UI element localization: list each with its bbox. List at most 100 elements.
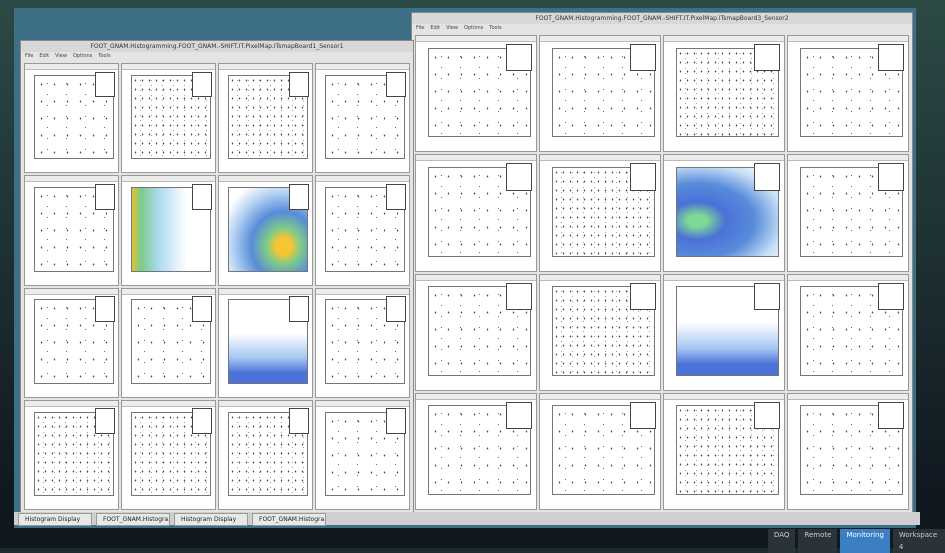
panel-header	[25, 289, 118, 295]
stats-box	[630, 44, 656, 71]
histogram-panel	[663, 154, 785, 271]
histogram-panel	[539, 35, 661, 152]
panel-header	[788, 36, 908, 42]
panel-header	[664, 36, 784, 42]
stats-box	[878, 44, 904, 71]
task-button[interactable]: Histogram Display	[18, 513, 92, 526]
menu-item[interactable]: Options	[73, 53, 92, 59]
panel-header	[122, 289, 215, 295]
histogram-panel	[787, 35, 909, 152]
workspace-button[interactable]: Monitoring	[840, 529, 889, 553]
panel-header	[316, 176, 409, 182]
menu-bar: File Edit View Options Tools	[21, 52, 413, 61]
stats-box	[386, 184, 407, 210]
menu-item[interactable]: Edit	[39, 53, 49, 59]
panel-header	[122, 176, 215, 182]
histogram-panel	[24, 175, 119, 285]
panel-header	[788, 394, 908, 400]
workspace-button[interactable]: Workspace 4	[893, 529, 945, 553]
panel-header	[316, 401, 409, 407]
monitor-photo: FOOT_GNAM.Histogramming.FOOT_GNAM.-SHIFT…	[0, 0, 945, 548]
panel-header	[540, 155, 660, 161]
stats-box	[95, 296, 116, 322]
workspace-button[interactable]: DAQ	[768, 529, 795, 553]
stats-box	[386, 296, 407, 322]
task-button[interactable]: FOOT_GNAM.Histogra...	[96, 513, 170, 526]
histogram-panel	[539, 393, 661, 510]
histogram-panel	[315, 288, 410, 398]
menu-item[interactable]: Options	[464, 25, 483, 31]
histogram-panel	[663, 35, 785, 152]
histogram-panel	[787, 154, 909, 271]
menu-item[interactable]: View	[55, 53, 67, 59]
workspace-button[interactable]: Remote	[798, 529, 837, 553]
panel-header	[664, 155, 784, 161]
histogram-panel	[218, 175, 313, 285]
stats-box	[878, 283, 904, 310]
histogram-panel	[121, 288, 216, 398]
stats-box	[506, 283, 532, 310]
stats-box	[754, 283, 780, 310]
panel-header	[540, 36, 660, 42]
panel-header	[25, 176, 118, 182]
histogram-panel	[121, 63, 216, 173]
panel-header	[219, 176, 312, 182]
menu-item[interactable]: Tools	[98, 53, 110, 59]
histogram-panel	[315, 400, 410, 510]
panel-grid	[24, 63, 410, 510]
panel-header	[316, 64, 409, 70]
histogram-panel	[663, 393, 785, 510]
stats-box	[289, 408, 310, 434]
histogram-panel	[24, 63, 119, 173]
stats-box	[878, 163, 904, 190]
stats-box	[192, 184, 213, 210]
panel-header	[122, 64, 215, 70]
stats-box	[386, 408, 407, 434]
panel-header	[219, 64, 312, 70]
panel-grid	[415, 35, 909, 510]
histogram-panel	[415, 35, 537, 152]
stats-box	[289, 184, 310, 210]
histogram-panel	[539, 154, 661, 271]
screen: FOOT_GNAM.Histogramming.FOOT_GNAM.-SHIFT…	[14, 8, 916, 528]
task-button[interactable]: FOOT_GNAM.Histogra...	[252, 513, 326, 526]
menu-item[interactable]: Edit	[430, 25, 440, 31]
page: FOOT_GNAM.Histogramming.FOOT_GNAM.-SHIFT…	[0, 0, 945, 548]
workspace-switcher: DAQ Remote Monitoring Workspace 4	[768, 529, 945, 553]
stats-box	[630, 402, 656, 429]
menu-item[interactable]: File	[416, 25, 424, 31]
panel-header	[416, 36, 536, 42]
stats-box	[754, 402, 780, 429]
panel-header	[219, 289, 312, 295]
histogram-panel	[415, 274, 537, 391]
panel-header	[664, 275, 784, 281]
panel-header	[122, 401, 215, 407]
panel-header	[664, 394, 784, 400]
panel-header	[540, 394, 660, 400]
panel-header	[416, 275, 536, 281]
stats-box	[95, 408, 116, 434]
panel-header	[416, 155, 536, 161]
taskbar: Histogram Display FOOT_GNAM.Histogra... …	[14, 512, 920, 525]
histogram-panel	[121, 400, 216, 510]
panel-header	[25, 64, 118, 70]
stats-box	[192, 408, 213, 434]
panel-header	[788, 275, 908, 281]
task-button[interactable]: Histogram Display	[174, 513, 248, 526]
stats-box	[95, 184, 116, 210]
histogram-panel	[218, 63, 313, 173]
histogram-window: FOOT_GNAM.Histogramming.FOOT_GNAM.-SHIFT…	[20, 40, 414, 514]
panel-header	[25, 401, 118, 407]
stats-box	[754, 163, 780, 190]
panel-header	[788, 155, 908, 161]
menu-item[interactable]: File	[25, 53, 33, 59]
histogram-panel	[121, 175, 216, 285]
stats-box	[630, 163, 656, 190]
stats-box	[289, 296, 310, 322]
histogram-panel	[663, 274, 785, 391]
window-title: FOOT_GNAM.Histogramming.FOOT_GNAM.-SHIFT…	[412, 13, 912, 24]
menu-item[interactable]: View	[446, 25, 458, 31]
panel-header	[540, 275, 660, 281]
menu-item[interactable]: Tools	[489, 25, 501, 31]
stats-box	[754, 44, 780, 71]
